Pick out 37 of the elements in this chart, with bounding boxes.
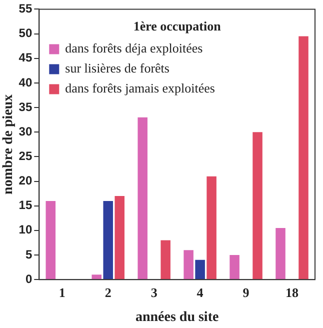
y-tick-label: 50 xyxy=(18,26,32,40)
x-tick-label: 4 xyxy=(196,284,204,300)
y-tick-label: 10 xyxy=(18,222,32,237)
legend-label: dans forêts jamais exploitées xyxy=(65,80,215,96)
bar xyxy=(206,176,216,280)
y-tick-label: 45 xyxy=(18,50,32,65)
x-tick-label: 3 xyxy=(150,284,158,300)
x-tick-label: 18 xyxy=(286,284,300,300)
y-tick-label: 15 xyxy=(18,198,32,212)
bar xyxy=(103,200,113,280)
bar xyxy=(114,196,124,280)
y-tick-label: 35 xyxy=(18,100,32,114)
y-tick-label: 30 xyxy=(18,124,32,138)
x-axis-title: années du site xyxy=(135,310,219,326)
y-tick-label: 25 xyxy=(18,149,32,164)
bar xyxy=(252,132,262,280)
bar xyxy=(184,250,194,280)
x-tick-label: 9 xyxy=(242,284,250,300)
bar xyxy=(276,228,286,280)
bar xyxy=(160,240,170,280)
bar xyxy=(92,274,102,280)
legend-title: 1ère occupation xyxy=(133,18,222,34)
y-axis-title: nombre de pieux xyxy=(1,94,16,194)
y-tick-label: 0 xyxy=(25,272,32,286)
bar xyxy=(230,255,240,280)
bar xyxy=(46,200,56,280)
bar xyxy=(138,117,148,280)
y-tick-label: 40 xyxy=(18,75,32,90)
x-tick-label: 1 xyxy=(58,284,66,300)
legend-label: dans forêts déja exploitées xyxy=(65,40,203,56)
x-tick-label: 2 xyxy=(104,284,112,300)
y-tick-label: 20 xyxy=(18,174,32,188)
legend-label: sur lisières de forêts xyxy=(65,60,170,76)
bar xyxy=(298,36,308,280)
y-tick-label: 5 xyxy=(25,247,32,262)
bar xyxy=(195,260,205,280)
y-tick-label: 55 xyxy=(18,2,32,16)
